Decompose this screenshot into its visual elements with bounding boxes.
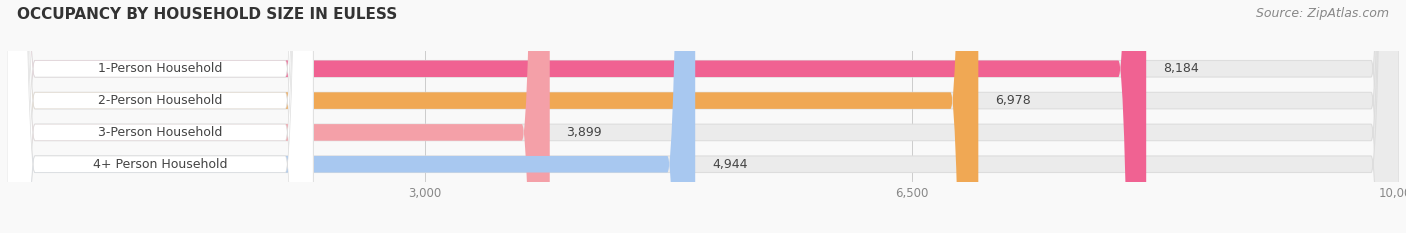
FancyBboxPatch shape	[7, 0, 979, 233]
FancyBboxPatch shape	[7, 0, 314, 233]
FancyBboxPatch shape	[7, 0, 1399, 233]
FancyBboxPatch shape	[7, 0, 314, 233]
FancyBboxPatch shape	[7, 0, 550, 233]
FancyBboxPatch shape	[7, 0, 1399, 233]
FancyBboxPatch shape	[7, 0, 1146, 233]
FancyBboxPatch shape	[7, 0, 1399, 233]
Text: 3-Person Household: 3-Person Household	[98, 126, 222, 139]
Text: 4,944: 4,944	[711, 158, 748, 171]
FancyBboxPatch shape	[7, 0, 695, 233]
Text: 2-Person Household: 2-Person Household	[98, 94, 222, 107]
Text: 3,899: 3,899	[567, 126, 602, 139]
FancyBboxPatch shape	[7, 0, 314, 233]
Text: 8,184: 8,184	[1163, 62, 1199, 75]
FancyBboxPatch shape	[7, 0, 1399, 233]
Text: 4+ Person Household: 4+ Person Household	[93, 158, 228, 171]
Text: OCCUPANCY BY HOUSEHOLD SIZE IN EULESS: OCCUPANCY BY HOUSEHOLD SIZE IN EULESS	[17, 7, 396, 22]
FancyBboxPatch shape	[7, 0, 314, 233]
Text: Source: ZipAtlas.com: Source: ZipAtlas.com	[1256, 7, 1389, 20]
Text: 1-Person Household: 1-Person Household	[98, 62, 222, 75]
Text: 6,978: 6,978	[995, 94, 1031, 107]
